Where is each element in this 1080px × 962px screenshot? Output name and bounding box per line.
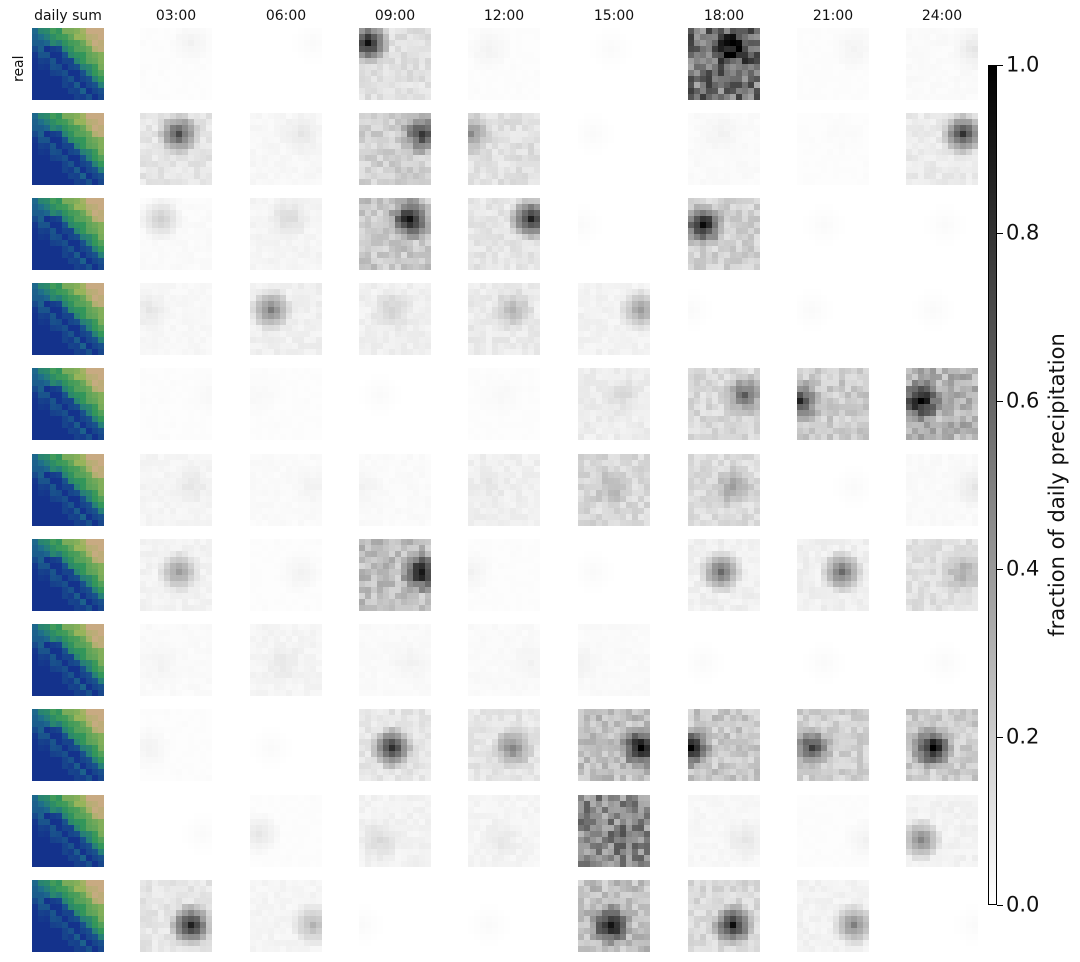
fraction-cell	[425, 94, 431, 100]
hourly-fraction-panel	[797, 28, 869, 100]
column-title: 06:00	[250, 8, 322, 24]
column-title: 15:00	[578, 8, 650, 24]
fraction-cell	[644, 179, 650, 185]
fraction-cell	[644, 94, 650, 100]
fraction-cell	[206, 94, 212, 100]
hourly-fraction-panel	[688, 28, 760, 100]
daily-sum-cell	[98, 179, 104, 185]
hourly-fraction-panel	[359, 28, 431, 100]
fraction-cell	[425, 179, 431, 185]
hourly-fraction-panel	[578, 113, 650, 185]
hourly-fraction-panel	[140, 28, 212, 100]
hourly-fraction-panel	[250, 28, 322, 100]
fraction-cell	[206, 179, 212, 185]
daily-sum-cell	[98, 94, 104, 100]
fraction-cell	[316, 179, 322, 185]
fraction-cell	[316, 94, 322, 100]
hourly-fraction-panel	[140, 113, 212, 185]
daily-sum-panel	[32, 113, 104, 185]
column-title: 18:00	[688, 8, 760, 24]
fraction-cell	[863, 94, 869, 100]
hourly-fraction-panel	[906, 28, 978, 100]
daily-sum-panel	[32, 28, 104, 100]
hourly-fraction-panel	[250, 113, 322, 185]
fraction-cell	[534, 94, 540, 100]
column-title: 24:00	[906, 8, 978, 24]
hourly-fraction-panel	[468, 28, 540, 100]
hourly-fraction-panel	[688, 113, 760, 185]
fraction-cell	[534, 179, 540, 185]
fraction-cell	[754, 94, 760, 100]
column-title: 12:00	[468, 8, 540, 24]
fraction-cell	[972, 94, 978, 100]
column-title: 09:00	[359, 8, 431, 24]
column-title: 21:00	[797, 8, 869, 24]
column-title: daily sum	[32, 8, 104, 24]
row-title: real	[11, 55, 27, 82]
hourly-fraction-panel	[359, 113, 431, 185]
hourly-fraction-panel	[578, 28, 650, 100]
column-title: 03:00	[140, 8, 212, 24]
hourly-fraction-panel	[468, 113, 540, 185]
